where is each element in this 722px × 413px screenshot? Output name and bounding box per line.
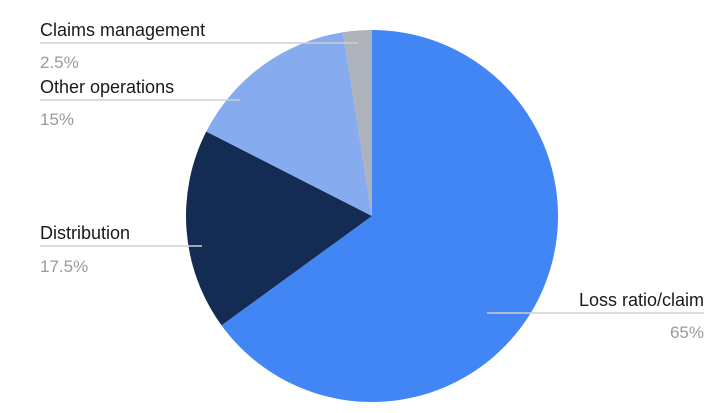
pie-slices xyxy=(186,30,558,402)
leader-lines xyxy=(40,42,704,314)
slice-label: Claims management xyxy=(40,20,205,40)
pie-slice-distribution xyxy=(186,131,372,326)
slice-labels: Loss ratio/claim 65% Distribution 17.5% Othe… xyxy=(40,20,704,342)
slice-value: 65% xyxy=(670,323,704,342)
slice-label: Distribution xyxy=(40,223,130,243)
slice-value: 2.5% xyxy=(40,53,79,72)
slice-label: Loss ratio/claim xyxy=(579,290,704,310)
pie-slice-claims-management xyxy=(342,30,372,216)
slice-value: 15% xyxy=(40,110,74,129)
pie-slice-other-operations xyxy=(206,32,372,216)
slice-label: Other operations xyxy=(40,77,174,97)
pie-slice-loss-ratio-claim xyxy=(221,30,558,402)
slice-value: 17.5% xyxy=(40,257,88,276)
